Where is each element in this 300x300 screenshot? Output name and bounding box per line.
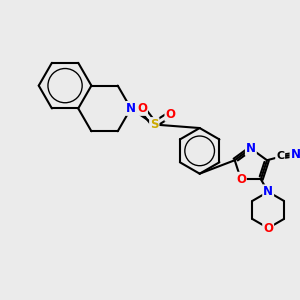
Text: N: N: [263, 185, 273, 198]
Text: N: N: [290, 148, 300, 161]
Text: S: S: [150, 118, 159, 131]
Text: O: O: [236, 173, 246, 186]
Text: N: N: [246, 142, 256, 155]
Text: O: O: [263, 222, 273, 235]
Text: O: O: [137, 102, 147, 115]
Text: N: N: [126, 102, 136, 115]
Text: O: O: [165, 108, 176, 121]
Text: C: C: [276, 151, 284, 161]
